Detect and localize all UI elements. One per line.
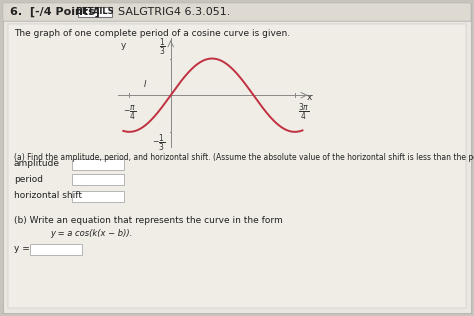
Text: (b) Write an equation that represents the curve in the form: (b) Write an equation that represents th… bbox=[14, 216, 283, 225]
Text: $-\dfrac{\pi}{4}$: $-\dfrac{\pi}{4}$ bbox=[123, 103, 136, 122]
Text: x: x bbox=[307, 93, 312, 102]
Bar bbox=[78, 7, 112, 17]
Bar bbox=[72, 191, 124, 202]
Text: SALGTRIG4 6.3.051.: SALGTRIG4 6.3.051. bbox=[118, 7, 230, 17]
Text: $-\dfrac{1}{3}$: $-\dfrac{1}{3}$ bbox=[152, 133, 165, 153]
Bar bbox=[72, 174, 124, 185]
Bar bbox=[72, 159, 124, 170]
Text: The graph of one complete period of a cosine curve is given.: The graph of one complete period of a co… bbox=[14, 29, 290, 38]
Bar bbox=[30, 244, 82, 255]
Text: period: period bbox=[14, 174, 43, 184]
Text: (a) Find the amplitude, period, and horizontal shift. (Assume the absolute value: (a) Find the amplitude, period, and hori… bbox=[14, 153, 474, 162]
Text: DETAILS: DETAILS bbox=[76, 8, 114, 16]
Text: y: y bbox=[121, 41, 127, 50]
Text: $\dfrac{3\pi}{4}$: $\dfrac{3\pi}{4}$ bbox=[298, 102, 310, 122]
Text: I: I bbox=[143, 80, 146, 89]
Text: y =: y = bbox=[14, 244, 30, 253]
Text: amplitude: amplitude bbox=[14, 160, 60, 168]
Text: 6.  [-/4 Points]: 6. [-/4 Points] bbox=[10, 7, 100, 17]
Text: y = a cos(k(x − b)).: y = a cos(k(x − b)). bbox=[50, 229, 132, 238]
Text: horizontal shift: horizontal shift bbox=[14, 191, 82, 200]
Bar bbox=[8, 24, 466, 308]
Text: $\dfrac{1}{3}$: $\dfrac{1}{3}$ bbox=[159, 37, 165, 58]
Bar bbox=[3, 3, 471, 21]
